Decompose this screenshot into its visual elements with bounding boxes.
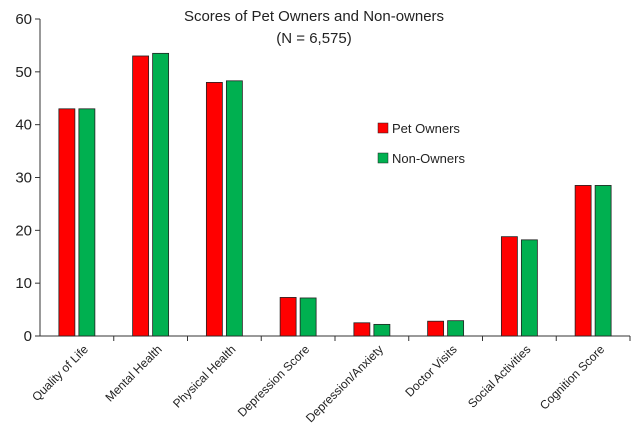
y-tick-label: 0	[24, 328, 32, 345]
legend: Pet Owners Non-Owners	[377, 121, 465, 166]
y-tick-label: 50	[15, 64, 32, 81]
bar-pet-owners-2	[205, 82, 223, 337]
bar-pet-owners-3	[279, 297, 297, 337]
x-tick-label: Cognition Score	[537, 342, 608, 413]
bar-non-owners-4	[373, 323, 391, 337]
chart-subtitle: (N = 6,575)	[276, 30, 351, 47]
bars	[58, 52, 612, 337]
legend-label: Pet Owners	[392, 121, 460, 136]
bar-non-owners-5	[447, 320, 465, 337]
y-tick-label: 60	[15, 11, 32, 28]
legend-swatch	[377, 122, 389, 134]
x-tick-label: Quality of Life	[29, 342, 91, 404]
legend-label: Non-Owners	[392, 151, 465, 166]
bar-non-owners-7	[594, 185, 612, 337]
bar-pet-owners-6	[500, 236, 518, 337]
x-tick-label: Mental Health	[102, 342, 164, 404]
x-tick-label: Physical Health	[170, 342, 238, 410]
bar-non-owners-3	[299, 297, 317, 337]
x-axis: Quality of Life Mental Health Physical Hea…	[29, 335, 631, 425]
y-tick-label: 10	[15, 275, 32, 292]
bar-pet-owners-5	[427, 320, 445, 337]
y-tick-label: 30	[15, 170, 32, 187]
bar-pet-owners-1	[132, 55, 150, 337]
bar-non-owners-6	[520, 239, 538, 337]
x-tick-label: Depression Score	[235, 342, 313, 420]
chart-title: Scores of Pet Owners and Non-owners	[184, 8, 444, 25]
y-tick-label: 20	[15, 222, 32, 239]
bar-non-owners-2	[225, 80, 243, 337]
x-tick-label: Social Activities	[465, 342, 533, 410]
x-tick-label: Depression/Anxiety	[303, 342, 386, 425]
x-tick-label: Doctor Visits	[402, 342, 459, 399]
legend-swatch	[377, 152, 389, 164]
bar-non-owners-0	[78, 108, 96, 337]
y-axis: 0 10 20 30 40 50 60	[15, 11, 41, 345]
bar-pet-owners-0	[58, 108, 76, 337]
bar-pet-owners-7	[574, 185, 592, 337]
bar-non-owners-1	[152, 52, 170, 337]
y-tick-label: 40	[15, 117, 32, 134]
bar-pet-owners-4	[353, 322, 371, 337]
